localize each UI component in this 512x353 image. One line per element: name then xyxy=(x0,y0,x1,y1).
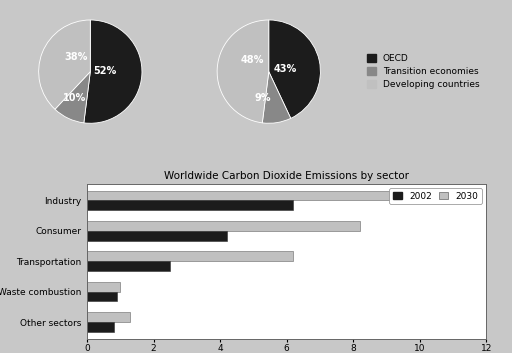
Wedge shape xyxy=(262,72,291,123)
Wedge shape xyxy=(39,20,90,109)
Bar xyxy=(87,191,446,201)
Text: 52%: 52% xyxy=(93,66,116,76)
Bar xyxy=(87,322,114,332)
Legend: OECD, Transition economies, Developing countries: OECD, Transition economies, Developing c… xyxy=(367,54,479,89)
Wedge shape xyxy=(217,20,269,123)
Bar xyxy=(87,221,360,231)
Wedge shape xyxy=(269,20,321,118)
Text: 38%: 38% xyxy=(64,52,88,62)
Bar xyxy=(87,282,120,292)
Bar xyxy=(87,292,117,301)
Bar xyxy=(87,251,293,261)
Text: 43%: 43% xyxy=(274,64,297,73)
Legend: 2002, 2030: 2002, 2030 xyxy=(389,188,482,204)
Bar xyxy=(87,261,170,271)
Text: 48%: 48% xyxy=(241,55,264,65)
Wedge shape xyxy=(55,72,90,123)
Title: Worldwide Carbon Dioxide Emissions by sector: Worldwide Carbon Dioxide Emissions by se… xyxy=(164,172,409,181)
Wedge shape xyxy=(84,20,142,123)
Text: 10%: 10% xyxy=(63,94,87,103)
Bar xyxy=(87,231,227,240)
Text: 9%: 9% xyxy=(254,94,271,103)
Bar xyxy=(87,312,130,322)
Text: 2030: 2030 xyxy=(194,0,224,3)
Bar xyxy=(87,201,293,210)
Text: 2002: 2002 xyxy=(15,0,45,3)
